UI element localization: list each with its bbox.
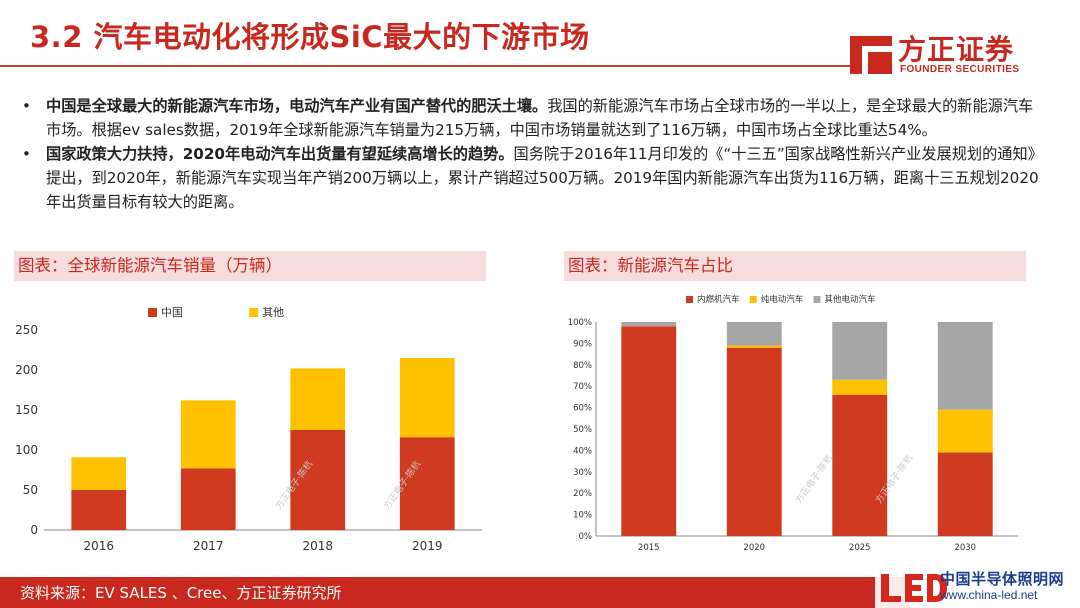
left-bar-2	[290, 368, 346, 430]
title-underline	[0, 65, 860, 67]
left-bar-1	[71, 490, 127, 530]
left-bar-1	[399, 437, 455, 530]
bullet-dot-icon: •	[22, 97, 31, 115]
right-bar-1	[937, 452, 993, 536]
right-ytick-label: 80%	[573, 361, 592, 371]
right-ytick-label: 20%	[573, 489, 592, 499]
bullet-bold-text: 国家政策大力扶持，2020年电动汽车出货量有望延续高增长的趋势。	[46, 145, 514, 163]
left-xtick-label: 2017	[193, 539, 224, 553]
led-logo-icon	[875, 566, 1080, 608]
left-ytick-label: 100	[15, 443, 38, 457]
right-xtick-label: 2030	[954, 543, 976, 553]
left-ytick-label: 0	[30, 523, 38, 537]
right-legend-label: 纯电动汽车	[761, 294, 804, 305]
left-ytick-label: 150	[15, 403, 38, 417]
left-bar-2	[71, 457, 127, 490]
left-ytick-label: 250	[15, 323, 38, 337]
bullet-item: • 国家政策大力扶持，2020年电动汽车出货量有望延续高增长的趋势。国务院于20…	[22, 142, 1042, 214]
right-ytick-label: 40%	[573, 446, 592, 456]
left-ytick-label: 50	[23, 483, 38, 497]
led-site-name: 中国半导体照明网	[940, 570, 1065, 588]
left-bar-1	[290, 430, 346, 530]
founder-logo-icon	[850, 36, 892, 74]
right-ytick-label: 10%	[573, 511, 592, 521]
left-xtick-label: 2016	[83, 539, 114, 553]
right-legend-label: 内燃机汽车	[697, 294, 740, 305]
left-legend-swatch	[148, 308, 157, 317]
bullet-dot-icon: •	[22, 145, 31, 163]
right-bar-3	[832, 322, 888, 380]
right-watermark: 方正电子·陈杭	[793, 452, 835, 505]
right-bar-1	[726, 347, 782, 536]
right-ytick-label: 70%	[573, 382, 592, 392]
left-ytick-label: 200	[15, 363, 38, 377]
right-ytick-label: 50%	[573, 425, 592, 435]
right-legend-swatch	[686, 296, 693, 303]
right-ytick-label: 60%	[573, 404, 592, 414]
right-ytick-label: 90%	[573, 339, 592, 349]
left-chart-header: 图表：全球新能源汽车销量（万辆）	[14, 251, 486, 281]
right-bar-3	[621, 322, 677, 327]
right-ytick-label: 100%	[568, 318, 592, 328]
right-chart-header: 图表：新能源汽车占比	[564, 251, 1026, 281]
source-note: 资料来源：EV SALES 、Cree、方正证券研究所	[20, 584, 342, 602]
bullet-item: • 中国是全球最大的新能源汽车市场，电动汽车产业有国产替代的肥沃土壤。我国的新能…	[22, 94, 1042, 142]
right-bar-3	[937, 322, 993, 410]
right-xtick-label: 2020	[743, 543, 765, 553]
right-ytick-label: 30%	[573, 468, 592, 478]
bullet-list: • 中国是全球最大的新能源汽车市场，电动汽车产业有国产替代的肥沃土壤。我国的新能…	[22, 94, 1042, 214]
left-legend-swatch	[249, 308, 259, 317]
bullet-text: 我国的新能源汽车市场占全球市场的一半以上，是全球最大的新能源汽车市场。根据ev …	[46, 97, 1034, 139]
left-bar-1	[180, 468, 236, 530]
footer-bar	[0, 577, 910, 608]
right-bar-1	[621, 326, 677, 536]
left-legend-label: 中国	[161, 306, 183, 319]
bullet-bold-text: 中国是全球最大的新能源汽车市场，电动汽车产业有国产替代的肥沃土壤。	[46, 97, 548, 115]
right-ytick-label: 0%	[579, 532, 593, 542]
logo-text: 方正证券	[898, 33, 1015, 66]
share-bar-chart: 0% 10% 20% 30% 40% 50% 60% 70% 80% 90% 100% 2015 202…	[568, 294, 1018, 553]
right-bar-3	[726, 322, 782, 346]
bullet-text: 国务院于2016年11月印发的《“十三五”国家战略性新兴产业发展规划的通知》提出…	[46, 145, 1039, 211]
right-legend-swatch	[749, 296, 757, 303]
right-legend-label: 其他电动汽车	[825, 294, 876, 305]
right-bar-2	[937, 409, 993, 453]
left-legend-label: 其他	[262, 306, 284, 319]
left-xtick-label: 2018	[302, 539, 333, 553]
right-bar-2	[726, 345, 782, 348]
logo-subtitle: FOUNDER SECURITIES	[900, 64, 1020, 75]
left-bar-2	[399, 358, 455, 438]
right-bar-2	[832, 379, 888, 395]
right-xtick-label: 2025	[849, 543, 871, 553]
right-xtick-label: 2015	[638, 543, 660, 553]
led-site-url: www.china-led.net	[940, 588, 1038, 602]
left-xtick-label: 2019	[412, 539, 443, 553]
left-bar-2	[180, 400, 236, 469]
right-legend-swatch	[813, 296, 821, 303]
right-bar-1	[832, 394, 888, 536]
page-title: 3.2 汽车电动化将形成SiC最大的下游市场	[30, 20, 590, 54]
